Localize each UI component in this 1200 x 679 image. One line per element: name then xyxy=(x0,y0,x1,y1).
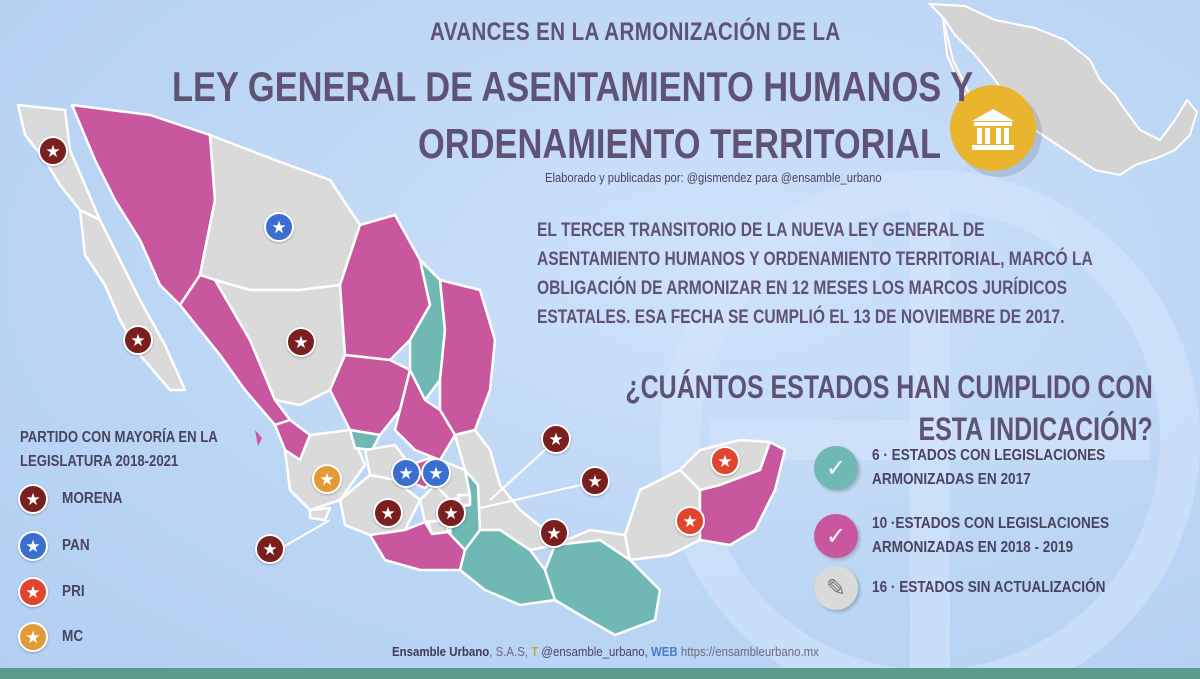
pan-star-icon: ★ xyxy=(264,212,294,242)
status-item-2018-2019: ✓ 10 ·ESTADOS CON LEGISLACIONES ARMONIZA… xyxy=(814,512,1151,560)
star-icon: ★ xyxy=(18,484,48,514)
footer-url[interactable]: https://ensambleurbano.mx xyxy=(680,644,819,659)
credit-line: Elaborado y publicadas por: @gismendez p… xyxy=(545,170,882,185)
title-line-3: ORDENAMIENTO TERRITORIAL xyxy=(418,120,941,167)
status-line-2: ARMONIZADAS EN 2017 xyxy=(872,471,1031,488)
morena-star-icon: ★ xyxy=(539,518,569,548)
state-colima xyxy=(308,506,332,522)
morena-star-icon: ★ xyxy=(541,424,571,454)
status-line-1: 16 · ESTADOS SIN ACTUALIZACIÓN xyxy=(872,579,1106,596)
morena-star-icon: ★ xyxy=(580,466,610,496)
star-icon: ★ xyxy=(18,622,48,652)
description-text: EL TERCER TRANSITORIO DE LA NUEVA LEY GE… xyxy=(537,220,1093,328)
state-zacatecas xyxy=(328,353,412,437)
status-line-1: 10 ·ESTADOS CON LEGISLACIONES xyxy=(872,515,1110,532)
legend-label: MORENA xyxy=(62,490,123,507)
question-text: ¿CUÁNTOS ESTADOS HAN CUMPLIDO CON ESTA I… xyxy=(625,369,1153,447)
web-icon: WEB xyxy=(651,644,678,659)
star-icon: ★ xyxy=(18,577,48,607)
watermark-logo xyxy=(660,170,1200,670)
check-icon: ✓ xyxy=(814,446,858,490)
bottom-bar xyxy=(0,668,1200,679)
state-baja-california-sur xyxy=(78,208,187,392)
pan-star-icon: ★ xyxy=(421,458,451,488)
footer-brand: Ensamble Urbano xyxy=(392,644,490,659)
state-quintana-roo xyxy=(698,440,787,547)
state-sinaloa xyxy=(178,273,292,427)
island-marks xyxy=(255,430,262,446)
party-legend-title: PARTIDO CON MAYORÍA EN LA LEGISLATURA 20… xyxy=(20,429,218,470)
legend-label: PRI xyxy=(62,583,85,600)
footer-suffix: , S.A.S, xyxy=(489,644,529,659)
legend-item-pan: ★ PAN xyxy=(18,530,178,562)
status-item-2017: ✓ 6 · ESTADOS CON LEGISLACIONES ARMONIZA… xyxy=(814,444,1146,492)
footer: Ensamble Urbano, S.A.S, T @ensamble_urba… xyxy=(392,644,819,659)
check-icon: ✓ xyxy=(814,514,858,558)
pri-star-icon: ★ xyxy=(710,446,740,476)
status-line-1: 6 · ESTADOS CON LEGISLACIONES xyxy=(872,447,1106,464)
morena-star-icon: ★ xyxy=(38,136,68,166)
title-line-2: LEY GENERAL DE ASENTAMIENTO HUMANOS Y xyxy=(172,63,974,110)
legend-item-pri: ★ PRI xyxy=(18,576,178,608)
mc-star-icon: ★ xyxy=(312,464,342,494)
title-line-1: AVANCES EN LA ARMONIZACIÓN DE LA xyxy=(430,18,841,46)
state-guerrero xyxy=(368,520,467,572)
pan-star-icon: ★ xyxy=(391,458,421,488)
pencil-icon: ✎ xyxy=(814,566,858,610)
status-line-2: ARMONIZADAS EN 2018 - 2019 xyxy=(872,539,1074,556)
morena-star-icon: ★ xyxy=(123,325,153,355)
legend-label: MC xyxy=(62,628,84,645)
morena-star-icon: ★ xyxy=(436,498,466,528)
footer-twitter[interactable]: @ensamble_urbano, xyxy=(541,644,648,659)
government-building-icon xyxy=(950,85,1036,171)
legend-item-mc: ★ MC xyxy=(18,621,178,653)
star-icon: ★ xyxy=(18,531,48,561)
morena-star-icon: ★ xyxy=(373,498,403,528)
legend-item-morena: ★ MORENA xyxy=(18,483,178,515)
legend-label: PAN xyxy=(62,537,90,554)
morena-star-icon: ★ xyxy=(255,534,285,564)
twitter-icon: T xyxy=(531,644,539,659)
morena-star-icon: ★ xyxy=(286,327,316,357)
status-item-not-updated: ✎ 16 · ESTADOS SIN ACTUALIZACIÓN xyxy=(814,566,1147,610)
pri-star-icon: ★ xyxy=(675,506,705,536)
